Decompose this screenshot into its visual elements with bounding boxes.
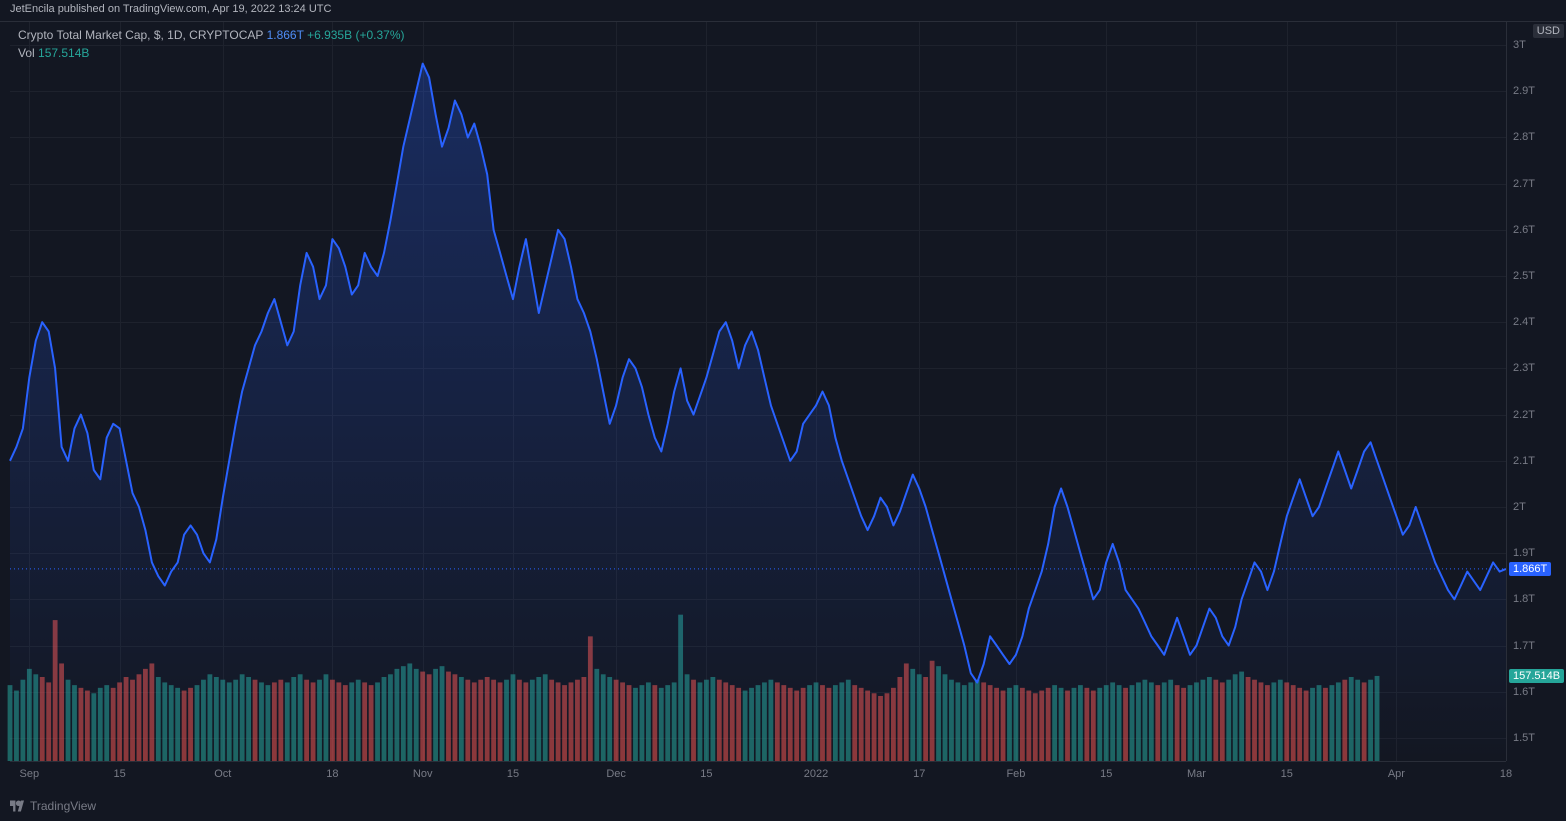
x-tick-label: 15 xyxy=(1281,768,1293,780)
x-tick-label: Sep xyxy=(20,768,40,780)
y-tick-label: 2.9T xyxy=(1513,85,1535,97)
price-axis[interactable]: USD 3T 2.9T 2.8T 2.7T 2.6T 2.5T 2.4T 2.3T 2.2T 2.… xyxy=(1506,22,1566,761)
x-tick-label: 15 xyxy=(700,768,712,780)
legend-volume: Vol 157.514B xyxy=(18,46,89,60)
chart-plot[interactable]: Crypto Total Market Cap, $, 1D, CRYPTOCA… xyxy=(10,22,1506,761)
x-tick-label: 18 xyxy=(1500,768,1512,780)
vol-value: 157.514B xyxy=(38,46,89,60)
legend-last: 1.866T xyxy=(267,28,304,42)
y-tick-label: 1.7T xyxy=(1513,640,1535,652)
legend-main: Crypto Total Market Cap, $, 1D, CRYPTOCA… xyxy=(18,28,404,42)
x-tick-label: 2022 xyxy=(804,768,828,780)
x-tick-label: 15 xyxy=(507,768,519,780)
y-tick-label: 2.7T xyxy=(1513,178,1535,190)
time-axis[interactable]: Sep15Oct18Nov15Dec15202217Feb15Mar15Apr1… xyxy=(10,761,1506,791)
y-tick-label: 2T xyxy=(1513,501,1526,513)
y-tick-label: 1.9T xyxy=(1513,547,1535,559)
y-tick-label: 2.2T xyxy=(1513,409,1535,421)
footer-bar: TradingView xyxy=(0,791,1566,821)
y-tick-label: 2.8T xyxy=(1513,131,1535,143)
y-tick-label: 2.6T xyxy=(1513,224,1535,236)
x-tick-label: Oct xyxy=(214,768,231,780)
y-tick-label: 1.8T xyxy=(1513,593,1535,605)
y-tick-label: 2.4T xyxy=(1513,316,1535,328)
x-tick-label: Dec xyxy=(606,768,626,780)
currency-badge[interactable]: USD xyxy=(1533,24,1564,38)
y-tick-label: 2.3T xyxy=(1513,362,1535,374)
publish-header: JetEncila published on TradingView.com, … xyxy=(0,0,1566,22)
chart-area[interactable]: Crypto Total Market Cap, $, 1D, CRYPTOCA… xyxy=(0,22,1566,791)
x-tick-label: Apr xyxy=(1388,768,1405,780)
y-tick-label: 2.1T xyxy=(1513,455,1535,467)
volume-marker: 157.514B xyxy=(1509,669,1564,683)
y-tick-label: 1.6T xyxy=(1513,686,1535,698)
x-tick-label: 18 xyxy=(326,768,338,780)
footer-brand: TradingView xyxy=(30,799,96,813)
vol-label: Vol xyxy=(18,46,35,60)
legend-title: Crypto Total Market Cap, $, 1D, CRYPTOCA… xyxy=(18,28,263,42)
x-tick-label: Mar xyxy=(1187,768,1206,780)
x-tick-label: Nov xyxy=(413,768,433,780)
x-tick-label: 17 xyxy=(913,768,925,780)
tradingview-logo-icon xyxy=(10,799,24,813)
y-tick-label: 3T xyxy=(1513,39,1526,51)
publish-text: JetEncila published on TradingView.com, … xyxy=(10,3,331,15)
y-tick-label: 2.5T xyxy=(1513,270,1535,282)
price-line-chart xyxy=(10,22,1506,761)
x-tick-label: 15 xyxy=(113,768,125,780)
legend-change-abs: +6.935B xyxy=(307,28,352,42)
price-marker: 1.866T xyxy=(1509,562,1551,576)
legend-change-pct: (+0.37%) xyxy=(355,28,404,42)
x-tick-label: 15 xyxy=(1100,768,1112,780)
y-tick-label: 1.5T xyxy=(1513,732,1535,744)
x-tick-label: Feb xyxy=(1006,768,1025,780)
